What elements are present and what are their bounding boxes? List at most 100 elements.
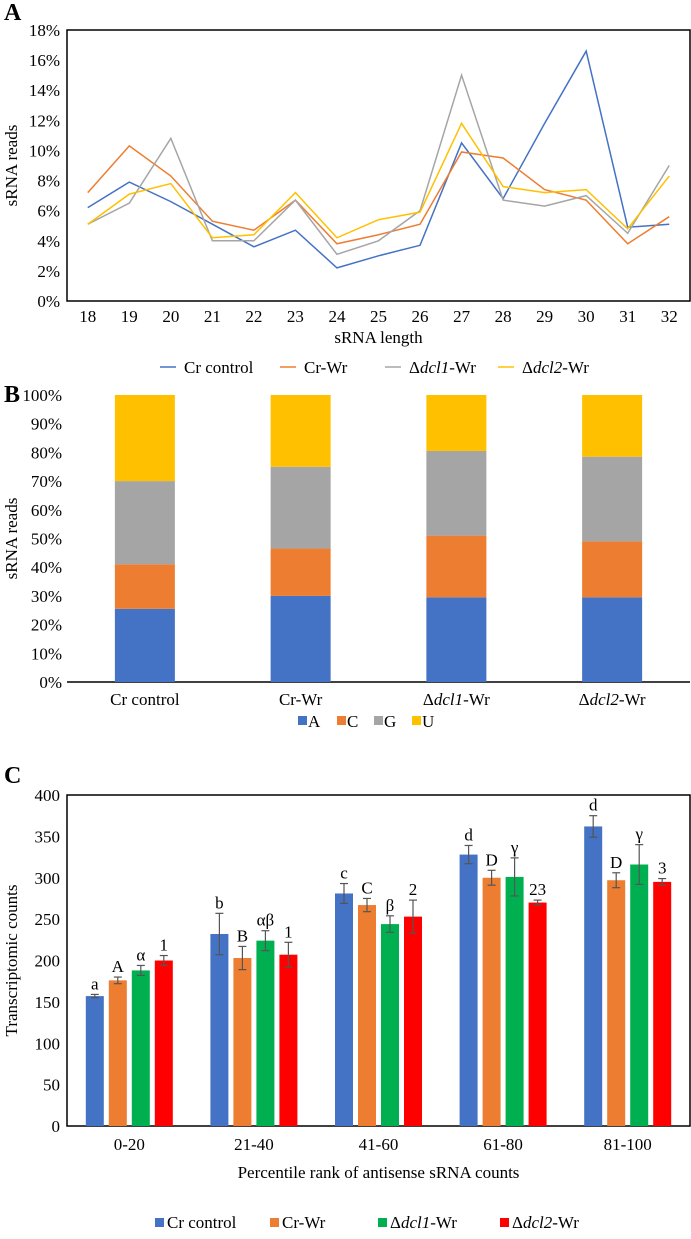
bar — [108, 980, 127, 1126]
significance-letter: C — [361, 878, 372, 897]
legend-label: A — [308, 712, 321, 731]
legend-label: Δdcl1-Wr — [390, 1213, 457, 1232]
y-tick-label: 350 — [35, 827, 61, 846]
bar — [358, 905, 376, 1126]
y-tick-label: 0% — [37, 292, 60, 311]
bar — [279, 954, 298, 1126]
plot-frame-c — [66, 794, 691, 1127]
significance-letter: γ — [510, 838, 519, 857]
y-axis-title: sRNA reads — [2, 125, 21, 207]
stacked-bar-segment — [270, 395, 331, 467]
y-tick-label: 80% — [31, 443, 62, 462]
stacked-bar-segment — [270, 595, 331, 682]
bar — [459, 854, 478, 1126]
series-line — [87, 72, 670, 256]
x-tick-label: Δdcl1-Wr — [423, 690, 490, 709]
y-tick-label: 40% — [31, 558, 62, 577]
y-tick-label: 70% — [31, 472, 62, 491]
significance-letter: D — [485, 850, 497, 869]
bar — [233, 958, 252, 1126]
y-tick-label: 150 — [35, 993, 61, 1012]
bar — [335, 893, 353, 1126]
legend-label: Cr-Wr — [304, 358, 348, 377]
bar — [381, 924, 399, 1126]
stacked-bar-segment — [426, 450, 487, 536]
legend-swatch — [270, 1218, 279, 1227]
y-tick-label: 250 — [35, 910, 61, 929]
y-tick-label: 0% — [39, 673, 62, 692]
stacked-bar-segment — [582, 456, 643, 542]
x-axis-title: Percentile rank of antisense sRNA counts — [238, 1163, 520, 1182]
stacked-bar-segment — [582, 597, 643, 682]
stacked-bar-segment — [114, 395, 175, 482]
significance-letter: 2 — [409, 880, 418, 899]
significance-letter: D — [610, 853, 622, 872]
y-tick-label: 0 — [52, 1117, 61, 1136]
significance-letter: B — [237, 926, 248, 945]
bar — [85, 996, 104, 1126]
y-axis-title: Transcriptomic counts — [2, 885, 21, 1037]
x-tick-label: 24 — [328, 307, 346, 326]
significance-letter: γ — [634, 825, 643, 844]
legend-swatch — [500, 1218, 509, 1227]
significance-letter: d — [589, 796, 598, 815]
y-tick-label: 8% — [37, 172, 60, 191]
significance-letter: αβ — [257, 911, 275, 930]
legend-swatch — [298, 716, 307, 725]
bar — [131, 970, 150, 1126]
x-tick-label: 25 — [370, 307, 387, 326]
y-tick-label: 30% — [31, 587, 62, 606]
plot-frame-a — [66, 29, 691, 302]
significance-letter: α — [136, 945, 145, 964]
y-tick-label: 4% — [37, 232, 60, 251]
y-tick-label: 12% — [29, 111, 60, 130]
x-axis-title: sRNA length — [334, 328, 423, 347]
panel-label-b: B — [4, 382, 20, 408]
stacked-bar-segment — [114, 481, 175, 565]
legend-label: Cr-Wr — [282, 1213, 326, 1232]
x-tick-label: 21-40 — [234, 1135, 274, 1154]
y-tick-label: 400 — [35, 786, 61, 805]
y-tick-label: 300 — [35, 869, 61, 888]
legend-swatch — [412, 716, 421, 725]
series-line — [87, 121, 670, 239]
x-tick-label: 30 — [578, 307, 595, 326]
bar — [584, 826, 603, 1126]
stacked-bar-segment — [270, 466, 331, 549]
x-tick-label: 27 — [453, 307, 471, 326]
bar — [505, 876, 524, 1126]
legend-label: Cr control — [184, 358, 254, 377]
legend-label: U — [422, 712, 434, 731]
significance-letter: b — [215, 893, 224, 912]
legend-swatch — [374, 716, 383, 725]
x-tick-label: 0-20 — [114, 1135, 145, 1154]
legend-label: Δdcl2-Wr — [522, 358, 589, 377]
y-tick-label: 16% — [29, 51, 60, 70]
y-tick-label: 10% — [29, 141, 60, 160]
legend-label: Cr control — [167, 1213, 237, 1232]
significance-letter: β — [386, 896, 395, 915]
y-tick-label: 20% — [31, 616, 62, 635]
bar — [256, 940, 275, 1126]
stacked-bar-segment — [426, 597, 487, 682]
significance-letter: 1 — [284, 922, 293, 941]
stacked-bar-segment — [114, 564, 175, 609]
x-tick-label: 31 — [619, 307, 636, 326]
y-axis-title: sRNA reads — [2, 498, 21, 580]
stacked-bar-segment — [426, 395, 487, 451]
x-tick-label: Cr-Wr — [279, 690, 323, 709]
x-tick-label: 29 — [536, 307, 553, 326]
significance-letter: 1 — [160, 936, 169, 955]
bar — [482, 877, 501, 1126]
bar — [607, 880, 626, 1126]
stacked-bar-segment — [582, 541, 643, 598]
y-tick-label: 50 — [43, 1076, 60, 1095]
x-tick-label: 41-60 — [359, 1135, 399, 1154]
significance-letter: 3 — [658, 859, 667, 878]
bar — [154, 960, 173, 1126]
x-tick-label: 28 — [495, 307, 512, 326]
bar — [653, 881, 672, 1126]
legend-label: Δdcl2-Wr — [512, 1213, 579, 1232]
y-tick-label: 60% — [31, 501, 62, 520]
bar — [528, 902, 547, 1126]
